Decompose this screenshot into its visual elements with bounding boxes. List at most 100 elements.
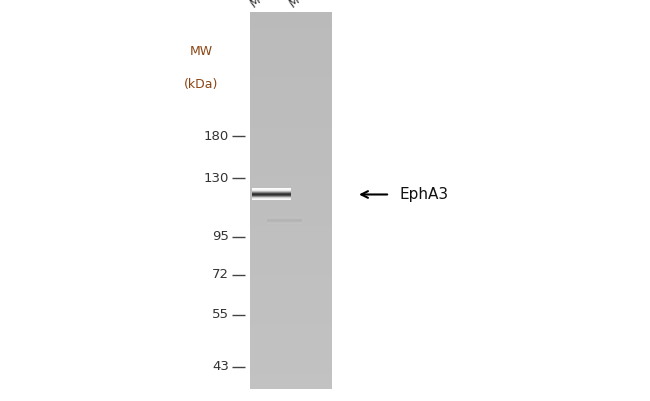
Text: 180: 180 <box>203 130 229 143</box>
Bar <box>250 322 332 324</box>
Bar <box>250 53 332 55</box>
Bar <box>250 260 332 262</box>
Bar <box>250 217 332 218</box>
Bar <box>250 171 332 173</box>
Bar <box>250 348 332 350</box>
Bar <box>250 15 332 17</box>
Bar <box>250 334 332 336</box>
Bar <box>250 263 332 265</box>
Bar <box>250 83 332 85</box>
Bar <box>250 68 332 70</box>
Bar <box>266 222 302 223</box>
Bar <box>250 347 332 349</box>
Bar <box>250 291 332 292</box>
Bar <box>266 217 302 218</box>
Bar <box>250 145 332 146</box>
Bar <box>252 196 291 197</box>
Bar <box>250 344 332 346</box>
Bar <box>250 270 332 272</box>
Bar <box>250 227 332 228</box>
Bar <box>250 351 332 352</box>
Text: (kDa): (kDa) <box>185 78 218 91</box>
Bar <box>250 75 332 76</box>
Bar <box>250 268 332 269</box>
Bar <box>266 217 302 218</box>
Bar <box>250 386 332 388</box>
Bar <box>250 257 332 258</box>
Bar <box>250 312 332 314</box>
Bar <box>250 294 332 296</box>
Bar <box>266 218 302 219</box>
Bar <box>250 324 332 326</box>
Bar <box>250 204 332 206</box>
Bar <box>250 33 332 34</box>
Bar <box>250 190 332 192</box>
Bar <box>266 222 302 223</box>
Bar <box>250 220 332 222</box>
Bar <box>266 223 302 224</box>
Bar <box>250 127 332 129</box>
Bar <box>250 59 332 61</box>
Bar <box>250 323 332 325</box>
Bar <box>250 341 332 342</box>
Bar <box>250 247 332 248</box>
Bar <box>250 311 332 312</box>
Bar <box>252 190 291 191</box>
Bar <box>250 156 332 158</box>
Bar <box>266 223 302 224</box>
Bar <box>250 29 332 31</box>
Bar <box>250 157 332 159</box>
Bar <box>250 264 332 266</box>
Bar <box>250 272 332 273</box>
Bar <box>250 132 332 134</box>
Bar <box>250 283 332 285</box>
Bar <box>266 218 302 219</box>
Bar <box>250 277 332 278</box>
Bar <box>250 124 332 125</box>
Bar <box>250 140 332 142</box>
Bar <box>250 188 332 189</box>
Bar <box>250 179 332 180</box>
Bar <box>250 107 332 109</box>
Bar <box>250 360 332 361</box>
Bar <box>250 326 332 327</box>
Bar <box>250 250 332 252</box>
Bar <box>252 194 291 195</box>
Bar <box>250 58 332 60</box>
Bar <box>250 180 332 182</box>
Text: 95: 95 <box>212 230 229 243</box>
Bar <box>250 362 332 364</box>
Bar <box>250 235 332 237</box>
Bar <box>250 354 332 356</box>
Bar <box>252 197 291 198</box>
Bar <box>250 93 332 95</box>
Bar <box>250 255 332 257</box>
Bar <box>250 314 332 316</box>
Bar <box>250 186 332 188</box>
Bar <box>250 366 332 368</box>
Bar <box>250 233 332 235</box>
Bar <box>250 88 332 90</box>
Bar <box>250 48 332 50</box>
Bar <box>250 340 332 341</box>
Bar <box>250 245 332 247</box>
Bar <box>250 275 332 277</box>
Bar <box>250 373 332 375</box>
Bar <box>252 193 291 194</box>
Bar <box>250 116 332 117</box>
Bar <box>250 306 332 307</box>
Bar <box>250 214 332 216</box>
Bar <box>250 25 332 27</box>
Bar <box>250 203 332 204</box>
Bar <box>252 195 291 196</box>
Bar <box>266 218 302 219</box>
Bar <box>250 244 332 246</box>
Bar <box>250 24 332 26</box>
Bar <box>250 20 332 22</box>
Bar <box>250 194 332 195</box>
Bar <box>250 248 332 249</box>
Bar <box>250 352 332 354</box>
Bar <box>250 215 332 217</box>
Bar <box>250 361 332 363</box>
Bar <box>252 196 291 197</box>
